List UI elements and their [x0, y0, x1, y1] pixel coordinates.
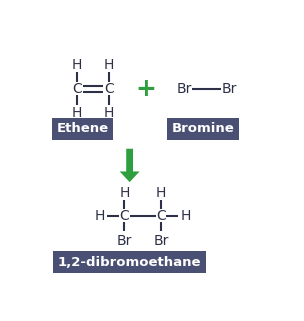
Text: Br: Br	[221, 82, 237, 96]
Text: Br: Br	[153, 234, 169, 247]
Text: H: H	[119, 186, 130, 200]
Text: H: H	[156, 186, 166, 200]
Text: H: H	[72, 57, 82, 72]
Text: Br: Br	[177, 82, 192, 96]
Text: H: H	[94, 209, 105, 222]
Text: C: C	[72, 82, 82, 96]
Text: +: +	[135, 77, 156, 100]
Text: H: H	[181, 209, 191, 222]
Text: Ethene: Ethene	[57, 122, 109, 135]
Polygon shape	[120, 149, 140, 182]
Text: C: C	[104, 82, 114, 96]
Text: H: H	[103, 106, 114, 120]
Text: C: C	[119, 209, 129, 222]
Text: H: H	[103, 57, 114, 72]
Text: H: H	[72, 106, 82, 120]
Text: 1,2-dibromoethane: 1,2-dibromoethane	[58, 256, 201, 269]
Text: Bromine: Bromine	[171, 122, 234, 135]
Text: Br: Br	[117, 234, 132, 247]
Text: C: C	[156, 209, 166, 222]
